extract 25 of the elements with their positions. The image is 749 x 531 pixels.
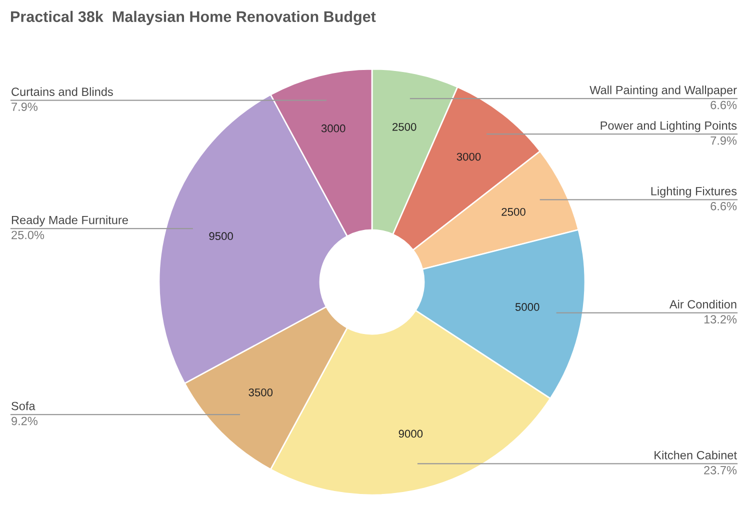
text: 23.7% — [704, 466, 737, 474]
slice-label: Lighting Fixtures — [651, 186, 737, 198]
text: 13.2% — [704, 315, 737, 324]
chart-title: Practical 38k Malaysian Home Renovation Budget — [11, 10, 376, 26]
data-label: 3000 — [456, 152, 481, 161]
data-label: 5000 — [515, 303, 540, 311]
slice-label: Ready Made Furniture — [12, 216, 128, 227]
data-label: 3000 — [321, 124, 346, 132]
data-label: 3500 — [248, 388, 273, 396]
slice-label: Curtains and Blinds — [12, 87, 113, 96]
text: 6.6% — [710, 100, 737, 110]
slice-label: Air Condition — [669, 300, 736, 309]
slice-label: Sofa — [12, 402, 36, 410]
data-label: 2500 — [392, 122, 416, 131]
data-label: 9000 — [398, 430, 423, 438]
text: 7.9% — [710, 136, 737, 145]
slice-label: Power and Lighting Points — [600, 121, 737, 132]
slice-label: Kitchen Cabinet — [654, 450, 737, 460]
data-label: 2500 — [502, 208, 526, 216]
text: 7.9% — [12, 102, 38, 111]
slice-label: Wall Painting and Wallpaper — [590, 86, 737, 97]
text: 25.0% — [12, 230, 44, 240]
text: 6.6% — [710, 202, 737, 210]
text: 9.2% — [12, 416, 38, 426]
data-label: 9500 — [209, 232, 233, 240]
